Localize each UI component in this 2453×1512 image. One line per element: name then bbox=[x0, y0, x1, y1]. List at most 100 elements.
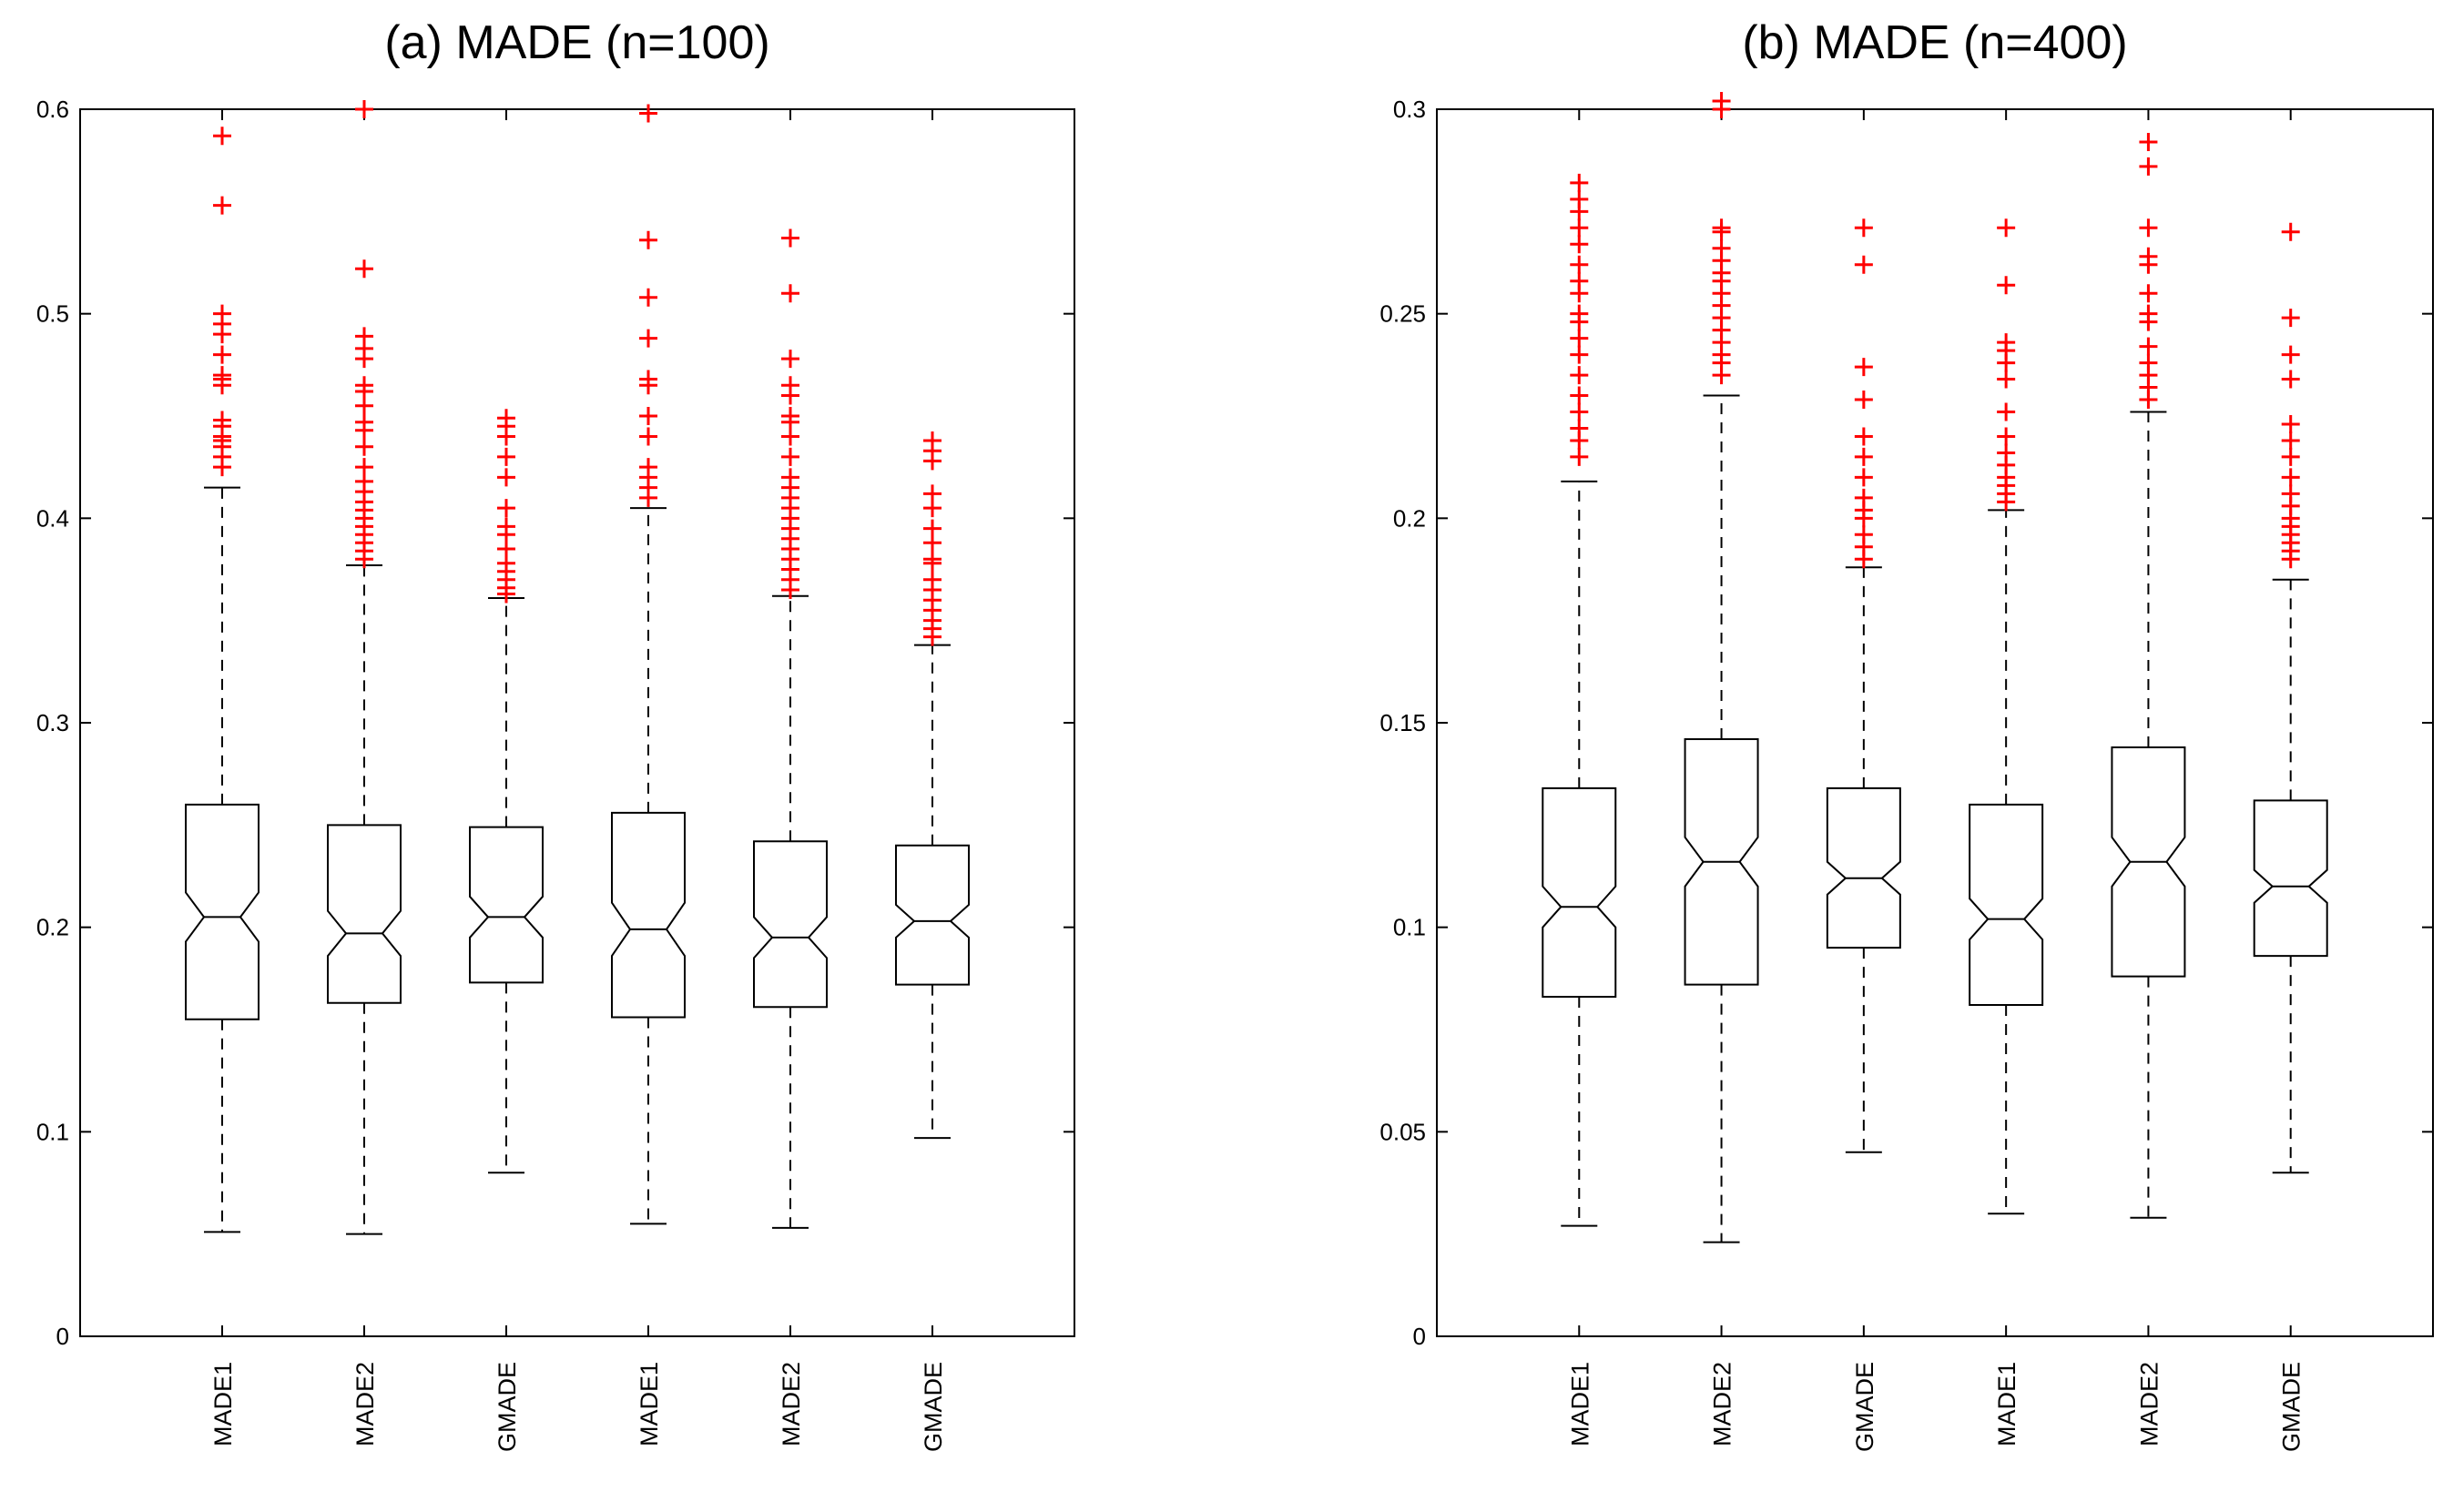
outlier-marker bbox=[213, 345, 231, 364]
category-label: MADE1 bbox=[636, 1362, 663, 1446]
outlier-marker bbox=[781, 407, 799, 425]
outlier-marker bbox=[1997, 427, 2016, 446]
outlier-marker bbox=[923, 519, 942, 538]
outlier-marker bbox=[1570, 329, 1589, 348]
outlier-marker bbox=[781, 468, 799, 487]
outlier-marker bbox=[1854, 255, 1873, 274]
panel-a: (a) MADE (n=100) 0 0.1 0.2 0.3 0.4 0.5 0.6 MADE1… bbox=[36, 16, 1075, 1452]
y-tick-label: 0.1 bbox=[1393, 914, 1426, 941]
outlier-marker bbox=[1570, 304, 1589, 323]
outlier-marker bbox=[2281, 431, 2300, 450]
category-label: MADE2 bbox=[778, 1362, 805, 1446]
outlier-marker bbox=[781, 376, 799, 395]
outlier-marker bbox=[2139, 218, 2158, 238]
outlier-marker bbox=[1997, 402, 2016, 421]
outlier-marker bbox=[1570, 402, 1589, 421]
notched-box bbox=[1969, 803, 2044, 1007]
outlier-marker bbox=[2281, 370, 2300, 389]
outlier-marker bbox=[355, 376, 373, 395]
outlier-marker bbox=[497, 499, 515, 518]
outlier-marker bbox=[2139, 157, 2158, 176]
outlier-marker bbox=[1997, 370, 2016, 389]
outlier-marker bbox=[2281, 345, 2300, 364]
box-2: GMADE bbox=[1826, 109, 1901, 1452]
notched-box bbox=[2111, 746, 2186, 978]
outlier-marker bbox=[639, 458, 657, 477]
outlier-marker bbox=[355, 327, 373, 346]
box-4: MADE2 bbox=[2111, 109, 2186, 1446]
y-tick-label: 0.3 bbox=[1393, 96, 1426, 123]
outlier-marker bbox=[1570, 447, 1589, 466]
outlier-marker bbox=[1712, 238, 1731, 258]
notched-box bbox=[185, 803, 260, 1020]
outlier-marker bbox=[1854, 468, 1873, 487]
outlier-marker bbox=[1570, 235, 1589, 254]
outlier-marker bbox=[1854, 427, 1873, 446]
outlier-marker bbox=[639, 407, 657, 425]
box-0: MADE1 bbox=[1542, 109, 1617, 1446]
outlier-marker bbox=[497, 468, 515, 487]
y-tick-label: 0.2 bbox=[1393, 504, 1426, 532]
outlier-marker bbox=[355, 458, 373, 477]
outlier-marker bbox=[2281, 309, 2300, 328]
outlier-marker bbox=[1997, 276, 2016, 295]
outlier-marker bbox=[1570, 173, 1589, 192]
outlier-marker bbox=[923, 431, 942, 450]
chart-title: (a) MADE (n=100) bbox=[384, 16, 769, 69]
notched-box bbox=[2253, 799, 2328, 958]
outlier-marker bbox=[1570, 366, 1589, 385]
notched-box bbox=[1826, 786, 1901, 949]
outlier-marker bbox=[1570, 189, 1589, 208]
outlier-marker bbox=[1997, 218, 2016, 238]
chart-title: (b) MADE (n=400) bbox=[1742, 16, 2127, 69]
outlier-marker bbox=[1854, 525, 1873, 544]
outlier-marker bbox=[2281, 468, 2300, 487]
category-label: MADE2 bbox=[351, 1362, 379, 1446]
y-tick-label: 0.6 bbox=[36, 96, 69, 123]
category-label: MADE1 bbox=[1993, 1362, 2020, 1446]
outlier-marker bbox=[781, 350, 799, 369]
outlier-marker bbox=[923, 550, 942, 569]
notched-box bbox=[469, 826, 544, 984]
outlier-marker bbox=[1570, 255, 1589, 274]
box-2: GMADE bbox=[469, 109, 544, 1452]
outlier-marker bbox=[355, 100, 373, 118]
category-label: MADE1 bbox=[209, 1362, 237, 1446]
outlier-marker bbox=[781, 447, 799, 466]
outlier-marker bbox=[1854, 218, 1873, 238]
outlier-marker bbox=[1570, 271, 1589, 290]
box-5: GMADE bbox=[895, 109, 970, 1452]
y-tick-label: 0.4 bbox=[36, 504, 69, 532]
y-tick-label: 0.1 bbox=[36, 1118, 69, 1145]
box-0: MADE1 bbox=[185, 109, 260, 1446]
outlier-marker bbox=[781, 228, 799, 248]
outlier-marker bbox=[355, 412, 373, 431]
category-label: MADE1 bbox=[1566, 1362, 1593, 1446]
outlier-marker bbox=[213, 411, 231, 430]
notched-box bbox=[611, 811, 686, 1019]
y-tick-label: 0.05 bbox=[1379, 1118, 1426, 1145]
box-1: MADE2 bbox=[1684, 92, 1759, 1446]
y-tick-label: 0.25 bbox=[1379, 300, 1426, 328]
outlier-marker bbox=[355, 437, 373, 456]
outlier-marker bbox=[2139, 337, 2158, 356]
panel-b: (b) MADE (n=400) 0 0.05 0.1 0.15 0.2 0.25 0.3 MA… bbox=[1379, 16, 2434, 1452]
outlier-marker bbox=[2139, 284, 2158, 303]
outlier-marker bbox=[1712, 218, 1731, 238]
box-3: MADE1 bbox=[1969, 109, 2044, 1446]
outlier-marker bbox=[213, 366, 231, 385]
box-3: MADE1 bbox=[611, 104, 686, 1446]
outlier-marker bbox=[1570, 386, 1589, 405]
y-tick-label: 0 bbox=[56, 1323, 69, 1350]
outlier-marker bbox=[639, 104, 657, 123]
outlier-marker bbox=[923, 484, 942, 503]
outlier-marker bbox=[923, 570, 942, 589]
category-label: MADE2 bbox=[2135, 1362, 2163, 1446]
box-5: GMADE bbox=[2253, 109, 2328, 1452]
y-tick-label: 0.3 bbox=[36, 709, 69, 736]
outlier-marker bbox=[497, 447, 515, 466]
outlier-marker bbox=[639, 230, 657, 249]
outlier-marker bbox=[1854, 391, 1873, 410]
category-label: MADE2 bbox=[1709, 1362, 1736, 1446]
